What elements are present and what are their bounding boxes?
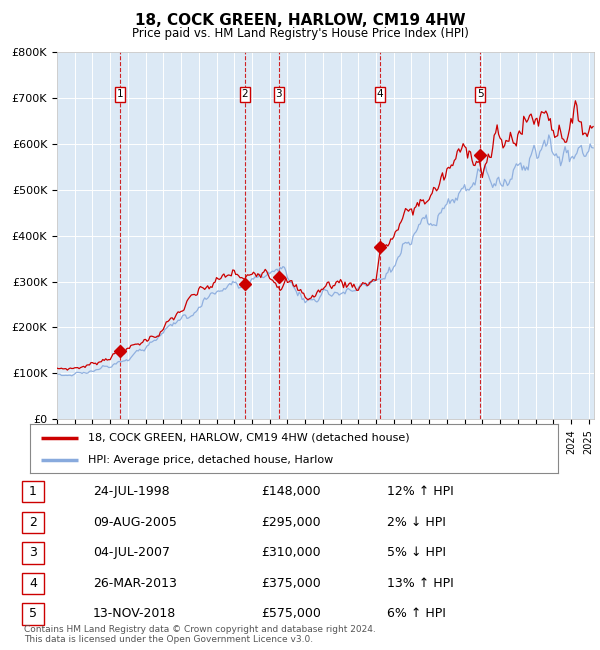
Text: 3: 3 bbox=[275, 89, 282, 99]
Text: 13% ↑ HPI: 13% ↑ HPI bbox=[387, 577, 454, 590]
Text: £148,000: £148,000 bbox=[261, 485, 320, 498]
Text: 1: 1 bbox=[29, 485, 37, 498]
Text: 6% ↑ HPI: 6% ↑ HPI bbox=[387, 607, 446, 620]
Text: 04-JUL-2007: 04-JUL-2007 bbox=[93, 546, 170, 559]
Text: 2: 2 bbox=[242, 89, 248, 99]
FancyBboxPatch shape bbox=[240, 86, 250, 102]
Text: 13-NOV-2018: 13-NOV-2018 bbox=[93, 607, 176, 620]
Text: £575,000: £575,000 bbox=[261, 607, 321, 620]
FancyBboxPatch shape bbox=[375, 86, 385, 102]
Text: 12% ↑ HPI: 12% ↑ HPI bbox=[387, 485, 454, 498]
Text: 18, COCK GREEN, HARLOW, CM19 4HW: 18, COCK GREEN, HARLOW, CM19 4HW bbox=[134, 13, 466, 28]
FancyBboxPatch shape bbox=[115, 86, 125, 102]
Text: £310,000: £310,000 bbox=[261, 546, 320, 559]
Text: Contains HM Land Registry data © Crown copyright and database right 2024.: Contains HM Land Registry data © Crown c… bbox=[24, 625, 376, 634]
FancyBboxPatch shape bbox=[274, 86, 284, 102]
Text: 2% ↓ HPI: 2% ↓ HPI bbox=[387, 516, 446, 529]
Text: 5% ↓ HPI: 5% ↓ HPI bbox=[387, 546, 446, 559]
Text: 4: 4 bbox=[29, 577, 37, 590]
Text: 24-JUL-1998: 24-JUL-1998 bbox=[93, 485, 170, 498]
Text: 1: 1 bbox=[117, 89, 124, 99]
Text: 3: 3 bbox=[29, 546, 37, 559]
Text: £375,000: £375,000 bbox=[261, 577, 321, 590]
Text: 09-AUG-2005: 09-AUG-2005 bbox=[93, 516, 177, 529]
Text: 18, COCK GREEN, HARLOW, CM19 4HW (detached house): 18, COCK GREEN, HARLOW, CM19 4HW (detach… bbox=[88, 433, 410, 443]
Text: 4: 4 bbox=[377, 89, 383, 99]
Text: This data is licensed under the Open Government Licence v3.0.: This data is licensed under the Open Gov… bbox=[24, 634, 313, 644]
Text: 5: 5 bbox=[477, 89, 484, 99]
Text: Price paid vs. HM Land Registry's House Price Index (HPI): Price paid vs. HM Land Registry's House … bbox=[131, 27, 469, 40]
Text: 5: 5 bbox=[29, 607, 37, 620]
FancyBboxPatch shape bbox=[475, 86, 485, 102]
Text: 2: 2 bbox=[29, 516, 37, 529]
Text: 26-MAR-2013: 26-MAR-2013 bbox=[93, 577, 177, 590]
Text: £295,000: £295,000 bbox=[261, 516, 320, 529]
Text: HPI: Average price, detached house, Harlow: HPI: Average price, detached house, Harl… bbox=[88, 455, 334, 465]
